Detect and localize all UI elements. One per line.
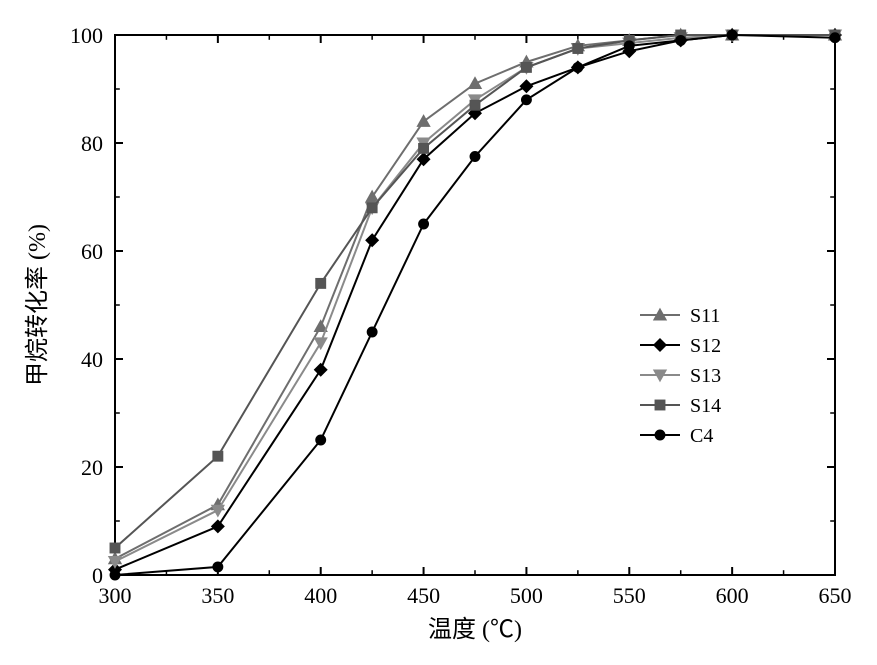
svg-text:450: 450 xyxy=(407,583,440,608)
svg-text:500: 500 xyxy=(510,583,543,608)
svg-text:S13: S13 xyxy=(690,365,721,387)
svg-text:80: 80 xyxy=(81,131,103,156)
svg-text:0: 0 xyxy=(92,563,103,588)
svg-text:550: 550 xyxy=(613,583,646,608)
chart-container: 300 350 400 450 500 550 600 650 0 20 40 60 80 100 温度 (… xyxy=(0,0,877,665)
svg-text:60: 60 xyxy=(81,239,103,264)
svg-text:650: 650 xyxy=(819,583,852,608)
svg-text:S12: S12 xyxy=(690,335,721,357)
svg-text:S14: S14 xyxy=(690,395,721,417)
svg-text:100: 100 xyxy=(70,23,103,48)
svg-text:600: 600 xyxy=(716,583,749,608)
legend: S11 S12 S13 S14 C4 xyxy=(640,305,721,447)
line-chart: 300 350 400 450 500 550 600 650 0 20 40 60 80 100 温度 (… xyxy=(0,0,877,665)
svg-text:400: 400 xyxy=(304,583,337,608)
svg-text:甲烷转化率 (%): 甲烷转化率 (%) xyxy=(24,224,51,386)
svg-text:S11: S11 xyxy=(690,305,720,327)
svg-text:350: 350 xyxy=(201,583,234,608)
svg-text:20: 20 xyxy=(81,455,103,480)
series-s14 xyxy=(110,30,840,553)
svg-text:温度 (℃): 温度 (℃) xyxy=(428,616,522,643)
svg-text:40: 40 xyxy=(81,347,103,372)
svg-text:C4: C4 xyxy=(690,425,713,447)
series-s12 xyxy=(109,29,842,576)
svg-text:300: 300 xyxy=(99,583,132,608)
